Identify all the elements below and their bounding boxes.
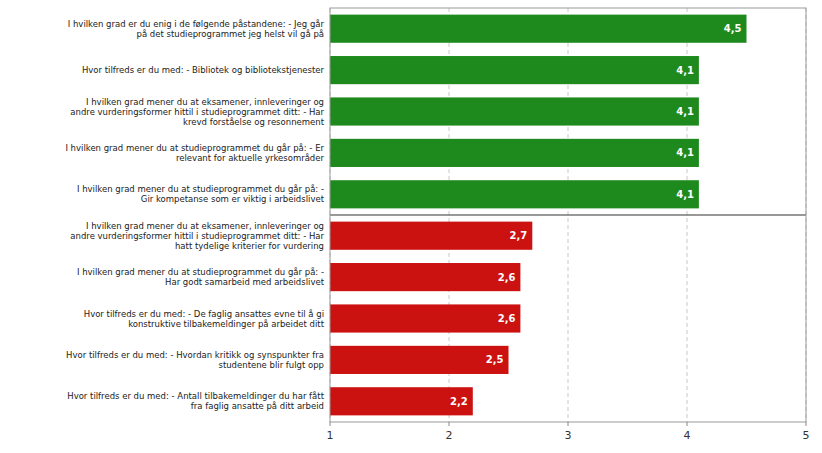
data-label: 2,6 [498, 313, 516, 324]
category-label: I hvilken grad mener du at studieprogram… [77, 184, 325, 204]
bar [330, 15, 747, 43]
data-label: 2,6 [498, 272, 516, 283]
tick-mark [806, 422, 807, 426]
grid [330, 8, 806, 422]
category-label: Hvor tilfreds er du med: - Bibliotek og … [82, 65, 325, 75]
tick-label: 2 [446, 429, 453, 442]
category-label: I hvilken grad mener du at eksamener, in… [70, 97, 324, 127]
bar [330, 387, 473, 415]
tick-label: 4 [684, 429, 691, 442]
category-label: Hvor tilfreds er du med: - Hvordan kriti… [66, 350, 324, 370]
bar [330, 263, 520, 291]
separator [330, 215, 806, 216]
plot-frame [330, 8, 806, 422]
category-label: I hvilken grad er du enig i de følgende … [68, 19, 325, 39]
tick-mark [330, 422, 331, 426]
category-label: I hvilken grad mener du at studieprogram… [77, 267, 325, 287]
data-label: 2,7 [510, 230, 528, 241]
data-label: 2,2 [450, 396, 468, 407]
bar [330, 97, 699, 125]
category-label: Hvor tilfreds er du med: - De faglig ans… [84, 309, 325, 329]
bar [330, 180, 699, 208]
category-labels: I hvilken grad er du enig i de følgende … [65, 19, 324, 412]
tick-mark [568, 422, 569, 426]
tick-label: 1 [327, 429, 334, 442]
tick-label: 5 [803, 429, 810, 442]
data-labels: 4,5 4,1 4,1 4,1 4,1 2,7 2,6 2,6 2,5 2,2 [450, 23, 741, 407]
data-label: 4,1 [676, 147, 694, 158]
data-label: 4,1 [676, 189, 694, 200]
category-label: I hvilken grad mener du at eksamener, in… [70, 221, 324, 251]
data-label: 4,1 [676, 106, 694, 117]
bar [330, 304, 520, 332]
chart-svg: 4,5 4,1 4,1 4,1 4,1 2,7 2,6 2,6 2,5 2,2 I hvilken … [0, 0, 822, 453]
tick-mark [687, 422, 688, 426]
bar [330, 346, 509, 374]
tick-label: 3 [565, 429, 572, 442]
bar [330, 56, 699, 84]
chart-container: 4,5 4,1 4,1 4,1 4,1 2,7 2,6 2,6 2,5 2,2 I hvilken … [0, 0, 822, 453]
category-label: I hvilken grad mener du at studieprogram… [65, 143, 324, 163]
x-axis: 1 2 3 4 5 [327, 422, 810, 442]
bar [330, 222, 532, 250]
tick-mark [449, 422, 450, 426]
data-label: 2,5 [486, 354, 504, 365]
data-label: 4,5 [724, 23, 742, 34]
bar [330, 139, 699, 167]
category-label: Hvor tilfreds er du med: - Antall tilbak… [67, 391, 324, 411]
data-label: 4,1 [676, 65, 694, 76]
